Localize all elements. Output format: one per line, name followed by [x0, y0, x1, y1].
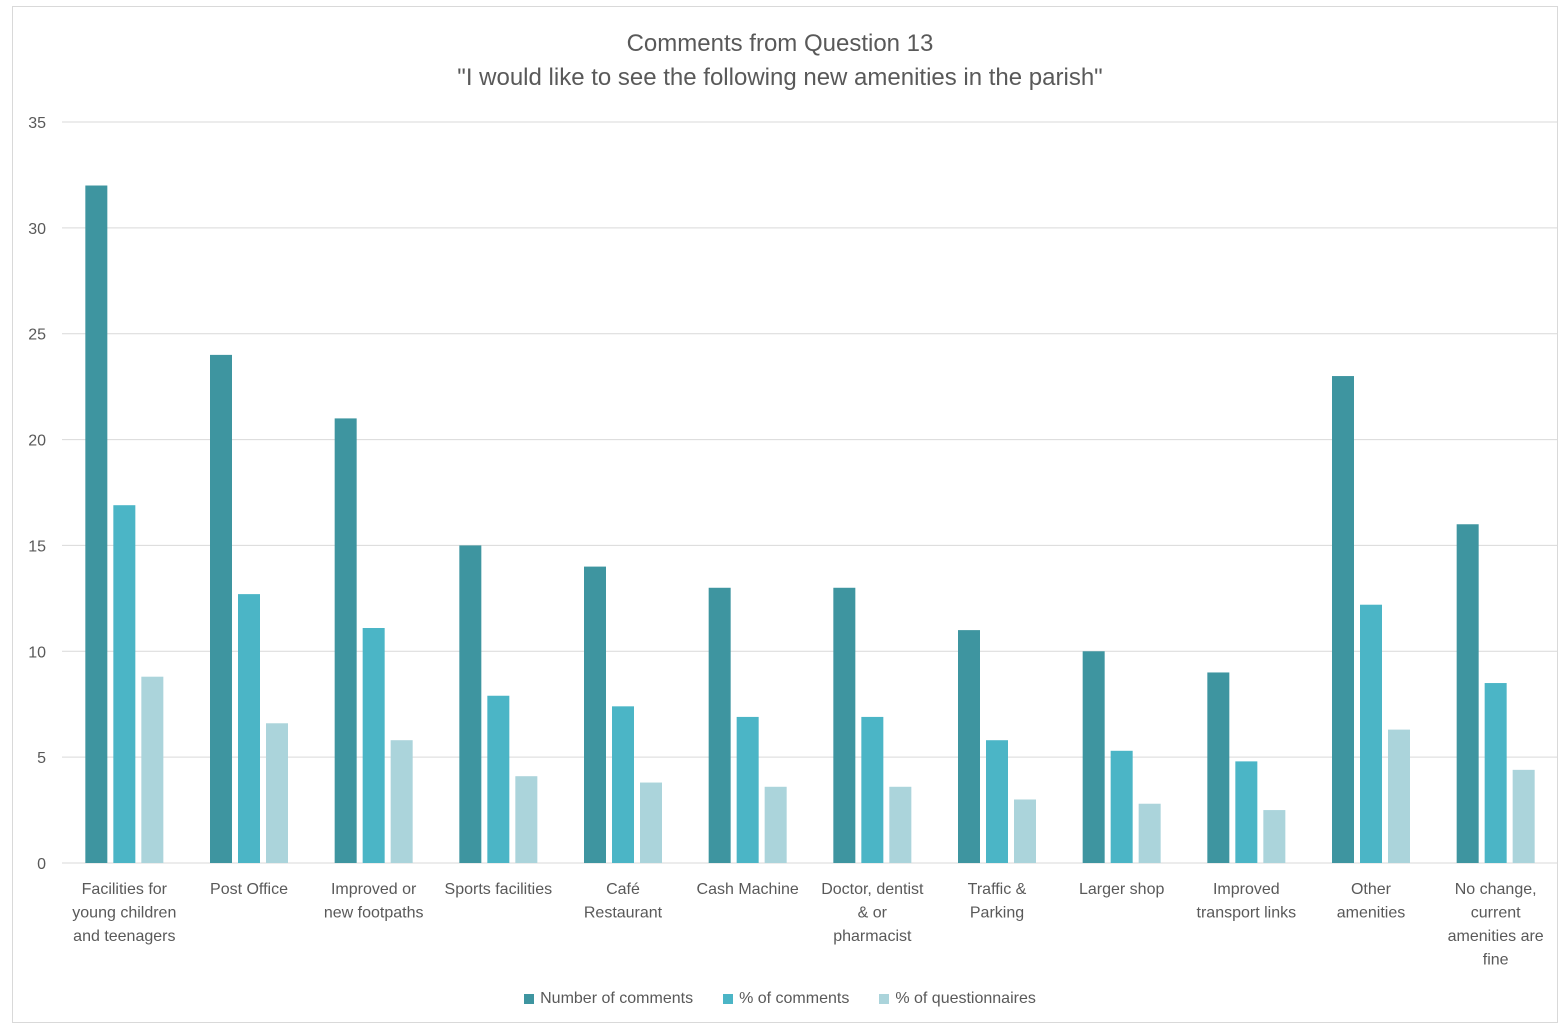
bar	[1138, 803, 1161, 863]
bar	[85, 185, 108, 863]
x-category-label: Improved transport links	[1197, 881, 1297, 922]
x-category-label: Cash Machine	[697, 881, 799, 898]
bar	[1263, 810, 1286, 863]
x-category-label: Doctor, dentist & or pharmacist	[821, 881, 924, 945]
y-tick-label: 5	[37, 750, 46, 767]
y-tick-label: 35	[28, 115, 46, 132]
bar	[487, 695, 510, 863]
y-tick-label: 20	[28, 433, 46, 450]
x-category-label: Other amenities	[1337, 881, 1405, 922]
bar	[764, 786, 787, 863]
bar	[390, 740, 413, 863]
bar	[459, 545, 482, 863]
bar	[889, 786, 912, 863]
bar	[362, 627, 385, 863]
bar	[861, 716, 884, 863]
bar	[515, 776, 538, 863]
x-category-label: Larger shop	[1079, 881, 1164, 898]
bar	[958, 630, 980, 863]
x-category-label: Post Office	[210, 881, 288, 898]
bars	[85, 185, 1535, 863]
legend-item: Number of comments	[524, 990, 693, 1008]
legend-swatch	[524, 994, 535, 1004]
bar	[833, 587, 856, 863]
y-tick-label: 15	[28, 538, 46, 555]
x-category-label: Improved or new footpaths	[324, 881, 424, 922]
legend-swatch	[723, 994, 734, 1004]
bar	[1082, 651, 1105, 863]
bar	[1110, 750, 1133, 863]
bar	[1512, 769, 1535, 863]
bar	[210, 354, 232, 863]
legend-item: % of questionnaires	[879, 990, 1036, 1008]
legend: Number of comments % of comments % of ques…	[0, 990, 1560, 1008]
y-axis-tick-labels: 0 5 10 15 20 25 30 35	[28, 115, 46, 873]
y-tick-label: 0	[37, 856, 46, 873]
bar	[612, 706, 634, 863]
x-category-label: Café Restaurant	[584, 881, 663, 922]
x-category-label: Facilities for young children and teenager…	[72, 881, 176, 945]
x-category-label: Traffic & Parking	[968, 881, 1027, 922]
legend-swatch	[879, 994, 890, 1004]
bar	[1484, 683, 1507, 863]
y-tick-label: 30	[28, 221, 46, 238]
gridlines	[62, 121, 1558, 864]
bar	[1360, 604, 1382, 863]
bar	[708, 587, 731, 863]
bar	[266, 723, 288, 863]
legend-label: % of comments	[739, 990, 850, 1007]
y-tick-label: 10	[28, 644, 46, 661]
bar	[1014, 799, 1036, 863]
bar	[238, 594, 260, 863]
x-category-label: Sports facilities	[445, 881, 553, 898]
bar	[1207, 672, 1230, 863]
bar	[584, 566, 606, 863]
bar	[736, 716, 759, 863]
bar	[1388, 729, 1410, 863]
legend-label: % of questionnaires	[895, 990, 1036, 1007]
bar	[986, 740, 1008, 863]
legend-label: Number of comments	[540, 990, 694, 1007]
bar	[141, 676, 164, 863]
bar	[113, 505, 136, 863]
bar	[1456, 524, 1479, 863]
chart-title: Comments from Question 13	[626, 30, 934, 57]
legend-item: % of comments	[723, 990, 849, 1008]
x-category-label: No change, current amenities are fine	[1448, 881, 1544, 969]
x-axis-category-labels: Facilities for young children and teenager…	[72, 881, 1543, 969]
bar	[334, 418, 357, 863]
bar	[640, 782, 662, 863]
bar	[1332, 376, 1354, 863]
y-tick-label: 25	[28, 327, 46, 344]
bar	[1235, 761, 1258, 863]
chart-subtitle: "I would like to see the following new a…	[457, 64, 1103, 91]
